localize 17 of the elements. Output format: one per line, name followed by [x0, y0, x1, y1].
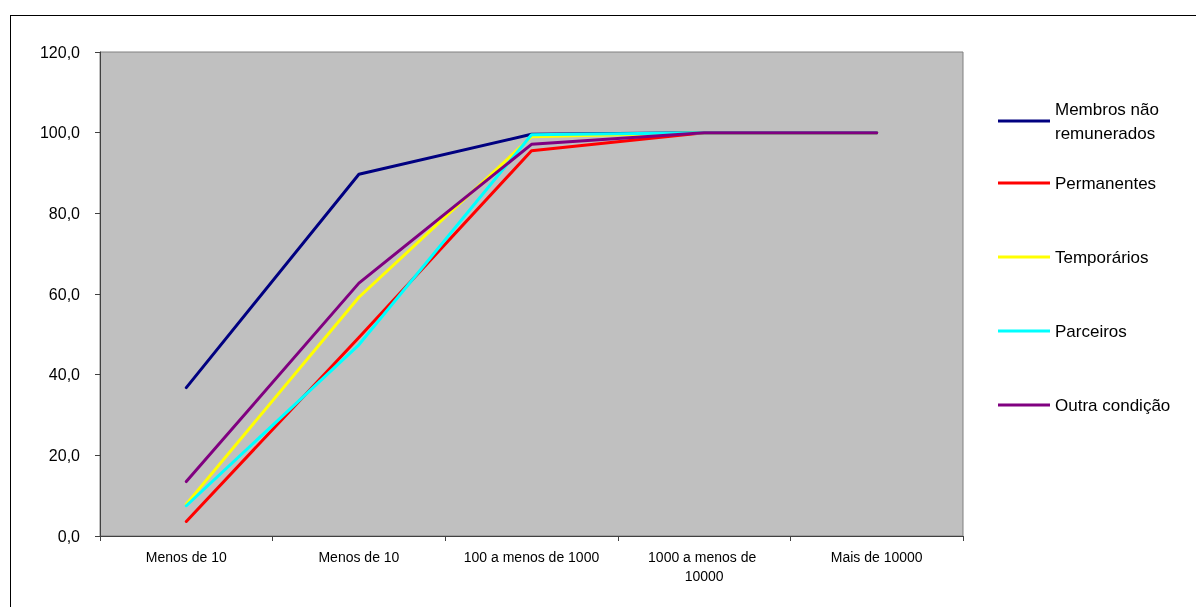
legend-label: Outra condição [1055, 395, 1171, 415]
x-tick-label: 1000 a menos de 10000 [648, 548, 761, 584]
x-tick-label: Mais de 10000 [830, 548, 923, 565]
legend-label: Membros não remunerados [1055, 99, 1164, 143]
y-tick-label: 20,0 [48, 446, 81, 464]
y-tick-label: 60,0 [48, 285, 81, 303]
y-tick-label: 80,0 [48, 204, 81, 222]
legend-label: Permanentes [1055, 173, 1157, 193]
legend-label: Parceiros [1055, 321, 1127, 341]
y-tick-label: 120,0 [39, 43, 81, 61]
x-tick-label: Menos de 10 [145, 548, 227, 565]
y-tick-label: 40,0 [48, 366, 81, 384]
x-tick-label: Menos de 10 [318, 548, 400, 565]
y-tick-label: 0,0 [57, 527, 81, 545]
y-tick-label: 100,0 [39, 124, 81, 142]
legend-label: Temporários [1055, 247, 1149, 267]
x-tick-label: 100 a menos de 1000 [463, 548, 600, 565]
